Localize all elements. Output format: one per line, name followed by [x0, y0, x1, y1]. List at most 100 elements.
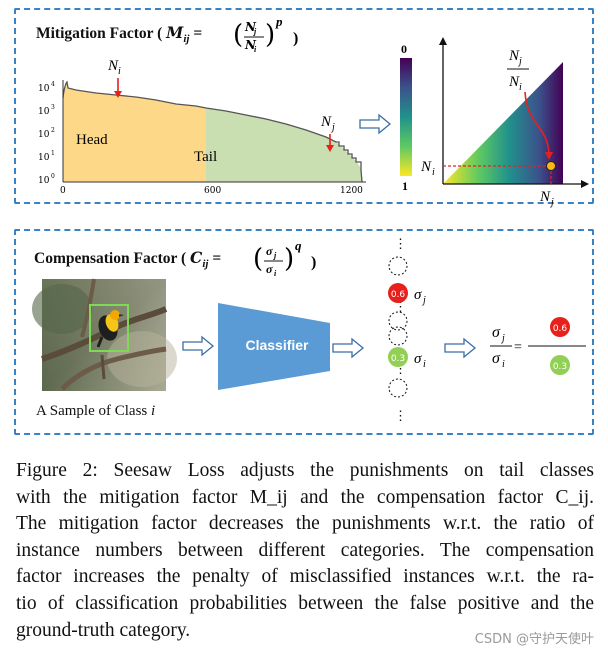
score-high: [388, 283, 408, 303]
classifier-block: [218, 303, 330, 390]
score-slot: [388, 378, 408, 398]
caption-line: Figure 2: Seesaw Loss adjusts the punish…: [16, 460, 594, 481]
heatmap-ni-label: N: [420, 159, 432, 175]
svg-text:j: j: [272, 251, 277, 260]
svg-text:⋮: ⋮: [394, 300, 407, 315]
svg-text:⋮: ⋮: [394, 237, 407, 252]
ni-arrow-icon: [114, 91, 122, 98]
curved-arrow-icon: [545, 152, 553, 160]
svg-text:⋮: ⋮: [394, 409, 407, 424]
svg-text:q: q: [295, 238, 302, 253]
svg-text:i: i: [519, 82, 522, 93]
compensation-formula-fraction: ( σ j σ i ) q ): [253, 238, 316, 278]
svg-text:10: 10: [38, 84, 50, 94]
score-slot: [388, 256, 408, 276]
svg-text:2: 2: [51, 127, 55, 134]
svg-text:j: j: [549, 197, 554, 208]
sigma-i-label: σ: [414, 351, 422, 367]
classifier-label: Classifier: [245, 337, 309, 353]
caption-line: factor increases the penalty of misclass…: [16, 566, 594, 588]
svg-text:σ: σ: [266, 262, 273, 276]
figure-caption: Figure 2: Seesaw Loss adjusts the punish…: [16, 458, 594, 644]
svg-text:0.3: 0.3: [553, 362, 567, 372]
y-tick-labels: 10 4 10 3 10 2 10 1 10 0: [38, 81, 55, 186]
svg-text:i: i: [274, 269, 277, 278]
heatmap-ratio-label: N: [508, 48, 520, 64]
svg-text:σ: σ: [492, 350, 501, 367]
heatmap-nj-label: N: [539, 189, 551, 205]
score-low: [388, 347, 408, 367]
svg-text:σ: σ: [492, 324, 501, 341]
ni-label: N: [107, 58, 119, 74]
sample-point: [546, 161, 556, 171]
score-column: ⋮ ⋮ ⋮ ⋮ 0.6 σ j 0.3 σ i: [388, 237, 426, 424]
svg-text:0.3: 0.3: [391, 354, 405, 364]
y-axis-arrow-icon: [439, 37, 447, 45]
mitigation-title: Mitigation Factor ( Mij =: [36, 23, 203, 46]
svg-text:10: 10: [38, 107, 50, 117]
svg-text:j: j: [500, 333, 505, 344]
svg-text:): ): [284, 244, 294, 274]
arrow-to-scores-icon: [332, 337, 365, 359]
svg-text:10: 10: [38, 130, 50, 140]
tail-area: [206, 108, 362, 182]
colorbar: 0 1: [400, 42, 412, 193]
caption-line: tio of classification probabilities betw…: [16, 592, 594, 614]
long-tail-chart: 10 4 10 3 10 2 10 1 10 0 0 600 1200 Head Tail…: [38, 58, 366, 196]
mitigation-formula-fraction: ( N j N i ) p ): [233, 14, 298, 54]
svg-text:j: j: [421, 295, 426, 306]
mitigation-panel: Mitigation Factor ( Mij = ( N j N i ) p …: [14, 8, 594, 208]
arrow-to-ratio-icon: [444, 337, 477, 359]
svg-text:0: 0: [60, 186, 66, 196]
svg-text:N: N: [508, 74, 520, 90]
heatmap-triangle: [443, 62, 563, 184]
svg-text:0.6: 0.6: [553, 324, 568, 334]
x-tick-labels: 0 600 1200: [60, 186, 363, 196]
svg-text:i: i: [118, 66, 121, 77]
arrow-to-classifier-icon: [182, 335, 215, 357]
svg-text:=: =: [514, 340, 522, 355]
svg-text:10: 10: [38, 176, 50, 186]
svg-text:i: i: [432, 167, 435, 178]
score-slot: [388, 326, 408, 346]
svg-text:): ): [311, 254, 316, 271]
bird-sample-image: [32, 278, 177, 391]
svg-text:0.6: 0.6: [391, 290, 406, 300]
svg-text:1: 1: [51, 150, 55, 157]
head-label: Head: [76, 132, 108, 148]
transition-arrow-icon: [359, 113, 392, 135]
score-slot: [388, 311, 408, 331]
svg-text:600: 600: [204, 186, 221, 196]
x-axis-arrow-icon: [581, 180, 589, 188]
svg-text:N: N: [244, 38, 257, 52]
svg-text:j: j: [252, 27, 257, 36]
svg-text:1200: 1200: [340, 186, 363, 196]
svg-text:i: i: [254, 45, 257, 54]
svg-text:3: 3: [51, 104, 55, 111]
nj-arrow-icon: [326, 145, 334, 152]
bounding-box: [89, 304, 129, 352]
ratio-numerator: [550, 317, 570, 337]
svg-text:4: 4: [51, 81, 55, 88]
compensation-panel: Compensation Factor ( Cij = ( σ j σ i ) …: [14, 229, 594, 435]
svg-text:N: N: [244, 20, 257, 34]
caption-line: with the mitigation factor M_ij and the …: [16, 486, 594, 508]
svg-text:(: (: [233, 20, 243, 50]
svg-text:p: p: [275, 14, 283, 29]
svg-text:i: i: [423, 359, 426, 370]
svg-text:j: j: [517, 56, 522, 67]
ratio-heatmap: N j N i N i N j: [420, 37, 589, 208]
nj-label: N: [320, 114, 332, 130]
ratio-denominator: [550, 355, 570, 375]
caption-line: instance numbers between different categ…: [16, 539, 594, 561]
distribution-curve: [62, 80, 363, 183]
svg-text:): ): [293, 30, 298, 47]
head-area: [63, 82, 206, 182]
tail-label: Tail: [194, 149, 217, 165]
caption-line: ground-truth category.: [16, 619, 191, 641]
watermark: CSDN @守护天使叶: [474, 632, 594, 647]
sigma-j-label: σ: [414, 287, 422, 303]
colorbar-bottom-label: 1: [402, 179, 408, 193]
svg-text:10: 10: [38, 153, 50, 163]
sample-caption: A Sample of Class i: [36, 403, 156, 419]
